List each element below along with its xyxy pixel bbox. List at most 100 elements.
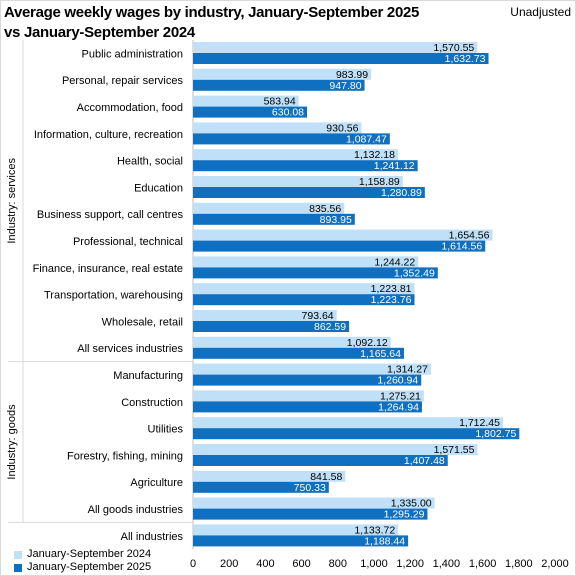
chart-title-line-2: vs January-September 2024 bbox=[4, 24, 195, 41]
bar-utilities-0 bbox=[193, 417, 503, 429]
group-label-industry-goods: Industry: goods bbox=[6, 404, 18, 480]
data-label-personal-repair-services-0: 983.99 bbox=[336, 69, 368, 81]
data-label-public-administration-1: 1,632.73 bbox=[445, 53, 486, 65]
bar-public-administration-1 bbox=[193, 53, 489, 64]
data-label-all-goods-industries-1: 1,295.29 bbox=[384, 509, 425, 521]
category-label-transportation-warehousing: Transportation, warehousing bbox=[44, 290, 183, 302]
bar-all-services-industries-1 bbox=[193, 347, 404, 359]
data-label-all-services-industries-1: 1,165.64 bbox=[360, 348, 401, 360]
category-label-health-social: Health, social bbox=[117, 156, 183, 168]
data-label-finance-insurance-real-estate-0: 1,244.22 bbox=[374, 256, 415, 268]
bar-manufacturing-1 bbox=[193, 374, 422, 386]
bar-professional-technical-0 bbox=[193, 229, 493, 241]
bar-all-goods-industries-1 bbox=[193, 508, 428, 520]
legend-item-2025: January-September 2025 bbox=[14, 561, 151, 574]
data-label-construction-0: 1,275.21 bbox=[380, 390, 421, 402]
bar-forestry-fishing-mining-1 bbox=[193, 455, 448, 466]
x-tick-label-0: 0 bbox=[190, 558, 196, 570]
data-label-utilities-0: 1,712.45 bbox=[459, 417, 500, 429]
data-label-all-industries-0: 1,133.72 bbox=[354, 524, 395, 536]
bar-all-services-industries-0 bbox=[193, 336, 391, 348]
x-tick-label-1600: 1,600 bbox=[469, 558, 497, 570]
bar-agriculture-0 bbox=[193, 470, 346, 482]
bar-health-social-0 bbox=[193, 149, 398, 161]
bar-personal-repair-services-1 bbox=[193, 79, 365, 91]
category-label-agriculture: Agriculture bbox=[130, 477, 183, 489]
legend-swatch-2025 bbox=[14, 563, 22, 572]
data-label-health-social-0: 1,132.18 bbox=[354, 149, 395, 161]
bar-wholesale-retail-1 bbox=[193, 321, 350, 332]
bar-all-goods-industries-0 bbox=[193, 497, 435, 509]
x-tick-label-400: 400 bbox=[256, 558, 274, 570]
data-label-forestry-fishing-mining-0: 1,571.55 bbox=[434, 444, 475, 456]
category-label-utilities: Utilities bbox=[148, 424, 184, 436]
data-label-forestry-fishing-mining-1: 1,407.48 bbox=[404, 455, 445, 467]
bar-accommodation-food-0 bbox=[193, 95, 299, 107]
data-label-accommodation-food-0: 583.94 bbox=[264, 96, 296, 108]
x-tick-label-800: 800 bbox=[329, 558, 347, 570]
category-label-all-services-industries: All services industries bbox=[77, 343, 183, 355]
bar-personal-repair-services-0 bbox=[193, 68, 372, 80]
category-label-all-industries: All industries bbox=[121, 531, 184, 543]
data-label-manufacturing-1: 1,260.94 bbox=[377, 375, 418, 387]
legend-label-2024: January-September 2024 bbox=[27, 548, 152, 560]
legend-label-2025: January-September 2025 bbox=[27, 561, 152, 573]
data-label-wholesale-retail-1: 862.59 bbox=[314, 321, 346, 333]
legend: January-September 2024 January-September… bbox=[14, 548, 151, 574]
x-tick-label-2000: 2,000 bbox=[541, 558, 569, 570]
category-label-accommodation-food: Accommodation, food bbox=[77, 102, 183, 114]
data-label-transportation-warehousing-1: 1,223.76 bbox=[371, 294, 412, 306]
data-label-utilities-1: 1,802.75 bbox=[475, 428, 516, 440]
data-label-information-culture-recreation-0: 930.56 bbox=[326, 122, 358, 134]
category-label-personal-repair-services: Personal, repair services bbox=[62, 75, 184, 87]
chart-title: Average weekly wages by industry, Januar… bbox=[4, 3, 434, 43]
data-label-public-administration-0: 1,570.55 bbox=[433, 42, 474, 54]
category-label-public-administration: Public administration bbox=[82, 48, 184, 60]
x-tick-label-1200: 1,200 bbox=[396, 558, 424, 570]
bar-business-support-call-centres-1 bbox=[193, 213, 355, 225]
x-tick-label-600: 600 bbox=[292, 558, 310, 570]
category-label-wholesale-retail: Wholesale, retail bbox=[102, 316, 183, 328]
data-label-all-goods-industries-0: 1,335.00 bbox=[391, 498, 432, 510]
bar-finance-insurance-real-estate-0 bbox=[193, 256, 419, 268]
data-label-accommodation-food-1: 630.08 bbox=[272, 107, 304, 119]
x-tick-label-1800: 1,800 bbox=[505, 558, 533, 570]
data-label-personal-repair-services-1: 947.80 bbox=[329, 80, 361, 92]
category-label-construction: Construction bbox=[121, 397, 183, 409]
x-tick-label-200: 200 bbox=[220, 558, 238, 570]
data-label-health-social-1: 1,241.12 bbox=[374, 160, 415, 172]
data-label-finance-insurance-real-estate-1: 1,352.49 bbox=[394, 267, 435, 279]
bar-accommodation-food-1 bbox=[193, 106, 308, 118]
bar-professional-technical-1 bbox=[193, 240, 486, 252]
bar-construction-0 bbox=[193, 390, 424, 402]
data-label-education-1: 1,280.89 bbox=[381, 187, 422, 199]
category-label-business-support-call-centres: Business support, call centres bbox=[37, 209, 184, 221]
data-label-information-culture-recreation-1: 1,087.47 bbox=[346, 133, 387, 145]
bar-transportation-warehousing-1 bbox=[193, 294, 415, 306]
data-label-manufacturing-0: 1,314.27 bbox=[387, 364, 428, 376]
bar-all-industries-1 bbox=[193, 535, 409, 547]
data-label-education-0: 1,158.89 bbox=[359, 176, 400, 188]
data-label-agriculture-1: 750.33 bbox=[294, 482, 326, 494]
category-label-manufacturing: Manufacturing bbox=[113, 370, 183, 382]
bar-education-1 bbox=[193, 187, 425, 198]
bar-information-culture-recreation-0 bbox=[193, 122, 362, 134]
bar-finance-insurance-real-estate-1 bbox=[193, 267, 438, 279]
data-label-all-services-industries-0: 1,092.12 bbox=[347, 337, 388, 349]
data-label-agriculture-0: 841.58 bbox=[310, 471, 342, 483]
data-label-construction-1: 1,264.94 bbox=[378, 401, 419, 413]
bar-all-industries-0 bbox=[193, 524, 399, 536]
x-tick-label-1400: 1,400 bbox=[433, 558, 461, 570]
category-label-forestry-fishing-mining: Forestry, fishing, mining bbox=[67, 450, 183, 462]
category-label-professional-technical: Professional, technical bbox=[73, 236, 183, 248]
bar-wholesale-retail-0 bbox=[193, 310, 337, 321]
legend-swatch-2024 bbox=[14, 550, 22, 559]
x-tick-label-1000: 1,000 bbox=[360, 558, 388, 570]
bar-information-culture-recreation-1 bbox=[193, 133, 390, 145]
bar-forestry-fishing-mining-0 bbox=[193, 444, 478, 455]
category-label-finance-insurance-real-estate: Finance, insurance, real estate bbox=[33, 263, 183, 275]
category-label-education: Education bbox=[134, 182, 183, 194]
chart-title-line-1: Average weekly wages by industry, Januar… bbox=[4, 4, 420, 21]
group-label-industry-services: Industry: services bbox=[6, 158, 18, 244]
